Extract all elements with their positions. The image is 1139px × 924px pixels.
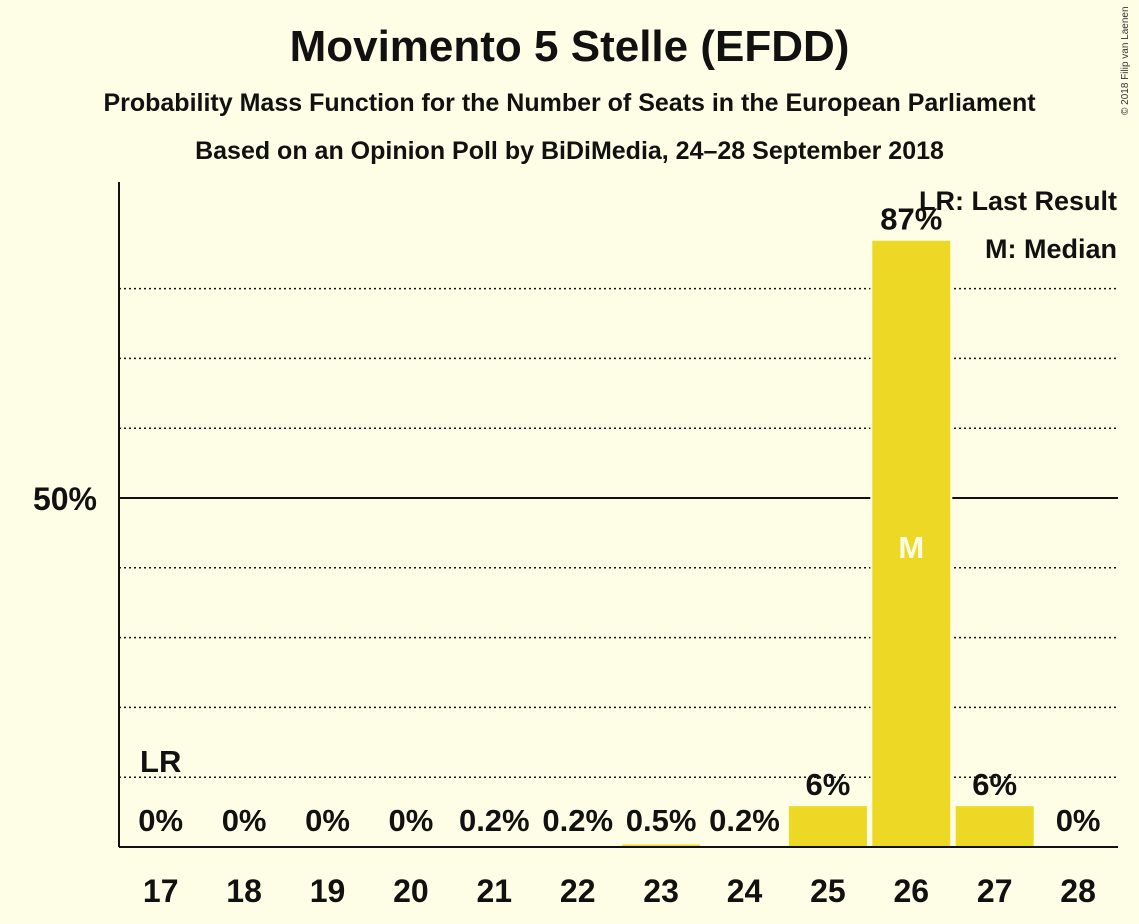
last-result-marker: LR: [140, 744, 181, 779]
chart-title: Movimento 5 Stelle (EFDD): [289, 22, 850, 71]
data-label: 0.5%: [626, 803, 697, 838]
data-label: 6%: [972, 767, 1017, 802]
chart-subtitle: Probability Mass Function for the Number…: [103, 89, 1036, 117]
x-tick-label: 18: [226, 873, 262, 909]
bar: [870, 238, 953, 849]
data-label: 0.2%: [459, 803, 530, 838]
x-tick-label: 25: [810, 873, 846, 909]
x-tick-label: 17: [143, 873, 179, 909]
x-tick-label: 27: [977, 873, 1013, 909]
x-tick-label: 23: [643, 873, 679, 909]
data-label: 0%: [222, 803, 267, 838]
data-label: 0%: [138, 803, 183, 838]
bar: [786, 804, 869, 848]
x-tick-label: 21: [477, 873, 513, 909]
median-marker: M: [898, 530, 924, 565]
bar: [953, 804, 1036, 848]
data-label: 0.2%: [542, 803, 613, 838]
legend-median: M: Median: [985, 234, 1117, 264]
data-label: 0%: [305, 803, 350, 838]
data-label: 0%: [388, 803, 433, 838]
x-tick-label: 20: [393, 873, 429, 909]
data-label: 0.2%: [709, 803, 780, 838]
x-tick-label: 19: [310, 873, 346, 909]
data-label: 0%: [1056, 803, 1101, 838]
x-tick-label: 22: [560, 873, 596, 909]
x-tick-label: 24: [727, 873, 763, 909]
data-label: 87%: [880, 202, 942, 237]
chart-subtitle-source: Based on an Opinion Poll by BiDiMedia, 2…: [195, 137, 944, 165]
data-label: 6%: [805, 767, 850, 802]
x-tick-label: 28: [1060, 873, 1096, 909]
y-tick-label: 50%: [33, 481, 97, 517]
legend-last-result: LR: Last Result: [919, 186, 1117, 216]
x-tick-label: 26: [894, 873, 930, 909]
